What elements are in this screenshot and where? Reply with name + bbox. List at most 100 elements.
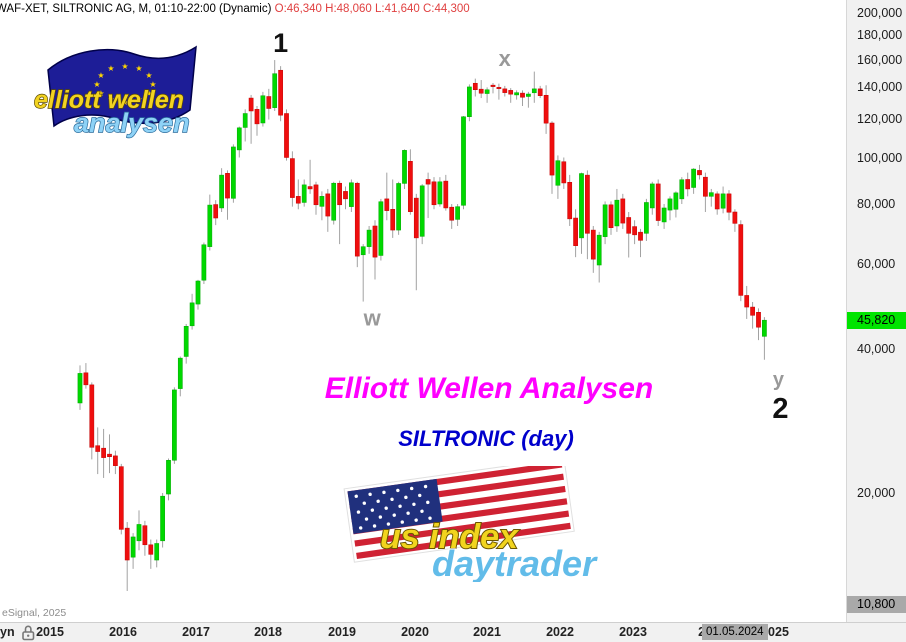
candle-body [118,466,124,530]
candle-body [384,198,390,211]
candle-body [95,445,101,452]
candle-body [142,525,148,546]
candle-body [390,209,396,231]
candle-body [484,89,490,94]
year-label-2019: 2019 [328,625,356,639]
candle-body [396,183,401,231]
candle-body [349,182,354,207]
candle-body [508,90,514,95]
eu-flag [47,45,197,128]
candle-body [260,95,266,124]
eu-logo-line2: analysen [74,108,190,138]
candle-body [77,373,83,404]
candle-body [478,88,484,94]
candle-body [691,168,696,188]
candle-body [561,161,567,184]
candle-body [225,173,230,199]
time-axis[interactable]: yn 2015 2016 2017 2018 2019 2020 2021 2022 2023 2… [0,622,906,642]
candle-body [278,69,283,116]
candle-body [402,150,407,184]
candle-body [726,193,732,213]
candle-body [248,97,254,112]
candle-body [124,527,130,561]
year-label-2025: 2025 [761,625,789,639]
candle-body [579,173,584,239]
candle-body [762,319,767,337]
eu-stars: ★★★ ★★★ ★★★ ★ ★★ [93,62,156,107]
candle-body [685,179,691,190]
candle-body [732,211,738,224]
candle-body [148,544,154,555]
candle-body [189,302,195,327]
svg-text:★: ★ [149,80,156,89]
svg-text:★: ★ [93,80,100,89]
candle-body [549,122,555,176]
candle-body [756,311,761,328]
candle-body [254,109,260,125]
wave-label-2: 2 [772,393,788,425]
candle-body [585,174,590,234]
candle-body [673,192,679,210]
candle-body [307,186,313,190]
wave-label-y: y [773,369,785,391]
year-label-2015: 2015 [36,625,64,639]
year-label-2021: 2021 [473,625,501,639]
candle-body [667,198,673,211]
candle-body [632,226,637,236]
us-logo-line1: us index [380,518,520,556]
candle-body [614,199,620,227]
ohlc-readout: O:46,340 H:48,060 L:41,640 C:44,300 [274,3,470,15]
price-tick: 60,000 [857,256,896,271]
candle-body [461,116,466,206]
candle-body [266,96,272,109]
candle-body [337,182,342,206]
candle-body [455,206,460,220]
chart-canvas[interactable]: 1 w x y2 [0,0,846,622]
us-flag [343,466,575,563]
candle-body [366,229,372,247]
us-logo-line2: daytrader [432,543,598,582]
candle-body [201,244,207,281]
svg-text:★: ★ [121,62,128,71]
candle-body [496,87,502,89]
candle-body [219,174,224,209]
symbol-header: WAF-XET, SILTRONIC AG, M, 01:10-22:00 (D… [0,3,470,15]
elliott-wellen-analysen-logo: ★★★ ★★★ ★★★ ★ ★★ elliott wellen analysen [33,45,197,139]
candle-body [172,389,177,461]
year-label-2020: 2020 [401,625,429,639]
cursor-date-label: 01.05.2024 [702,624,768,640]
year-label-2023: 2023 [619,625,647,639]
price-tick: 100,000 [857,150,903,165]
lock-icon[interactable] [21,624,35,641]
candle-body [644,202,649,234]
candle-body [83,372,89,386]
candle-body [425,179,431,185]
candle-body [207,204,213,247]
candle-body [195,280,201,305]
year-label-2018: 2018 [254,625,282,639]
candle-body [467,86,472,117]
candle-body [242,113,248,128]
candle-body [89,384,95,448]
candle-body [490,84,496,87]
candle-body [703,176,708,197]
candle-body [661,207,667,223]
candle-body [343,191,348,200]
year-label-2017: 2017 [182,625,210,639]
us-stars [354,484,432,530]
eu-logo-line1: elliott wellen [34,86,184,114]
candle-body [626,217,632,234]
svg-text:★: ★ [121,98,128,107]
price-tick: 140,000 [857,80,903,95]
price-axis[interactable]: 200,000 180,000 160,000 140,000 120,000 100,0… [846,0,906,622]
candle-body [183,326,189,357]
candle-body [413,197,419,239]
candle-body [166,460,171,495]
price-tick: 40,000 [857,341,896,356]
candle-body [101,447,106,458]
candle-body [679,179,685,200]
candle-body [301,184,307,203]
candle-body [313,184,319,206]
candle-body [113,455,118,466]
candle-body [160,495,165,542]
